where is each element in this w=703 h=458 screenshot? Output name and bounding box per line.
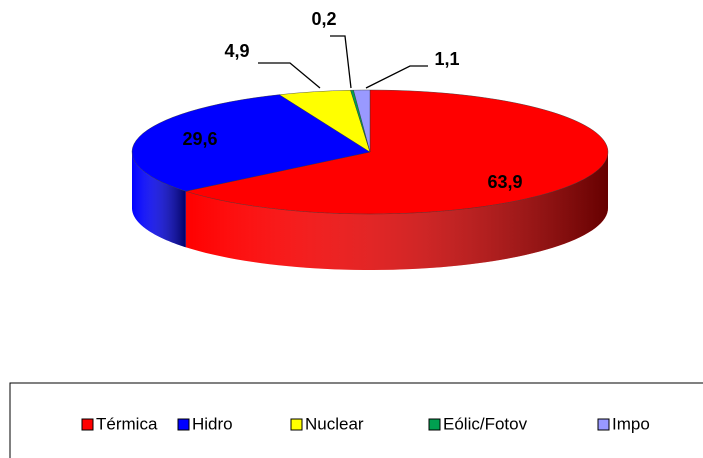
- legend-label: Nuclear: [305, 414, 364, 433]
- leader-lines: [258, 35, 428, 89]
- value-label: 29,6: [182, 129, 217, 149]
- legend-swatch: [290, 418, 303, 431]
- legend-label: Impo: [612, 414, 650, 433]
- legend-label: Eólic/Fotov: [443, 414, 528, 433]
- legend-label: Térmica: [96, 414, 158, 433]
- slice-side-shade: [185, 152, 609, 270]
- leader-line: [330, 35, 352, 89]
- legend-swatch: [81, 418, 94, 431]
- slice: [353, 89, 371, 153]
- legend-box: [9, 382, 703, 458]
- pie: [131, 89, 609, 270]
- value-label: 1,1: [434, 49, 459, 69]
- legend-swatch: [597, 418, 610, 431]
- legend-swatch: [428, 418, 441, 431]
- value-label: 4,9: [224, 41, 249, 61]
- leader-line: [258, 62, 321, 89]
- value-label: 0,2: [311, 9, 336, 29]
- leader-line: [365, 65, 428, 89]
- slice: [131, 94, 371, 192]
- value-label: 63,9: [487, 172, 522, 192]
- slice-side-shade: [132, 152, 186, 248]
- slice: [184, 89, 609, 215]
- legend-label: Hidro: [192, 414, 233, 433]
- legend-swatch: [177, 418, 190, 431]
- legend: Térmica Hidro Nuclear Eólic/Fotov Impo: [81, 414, 650, 433]
